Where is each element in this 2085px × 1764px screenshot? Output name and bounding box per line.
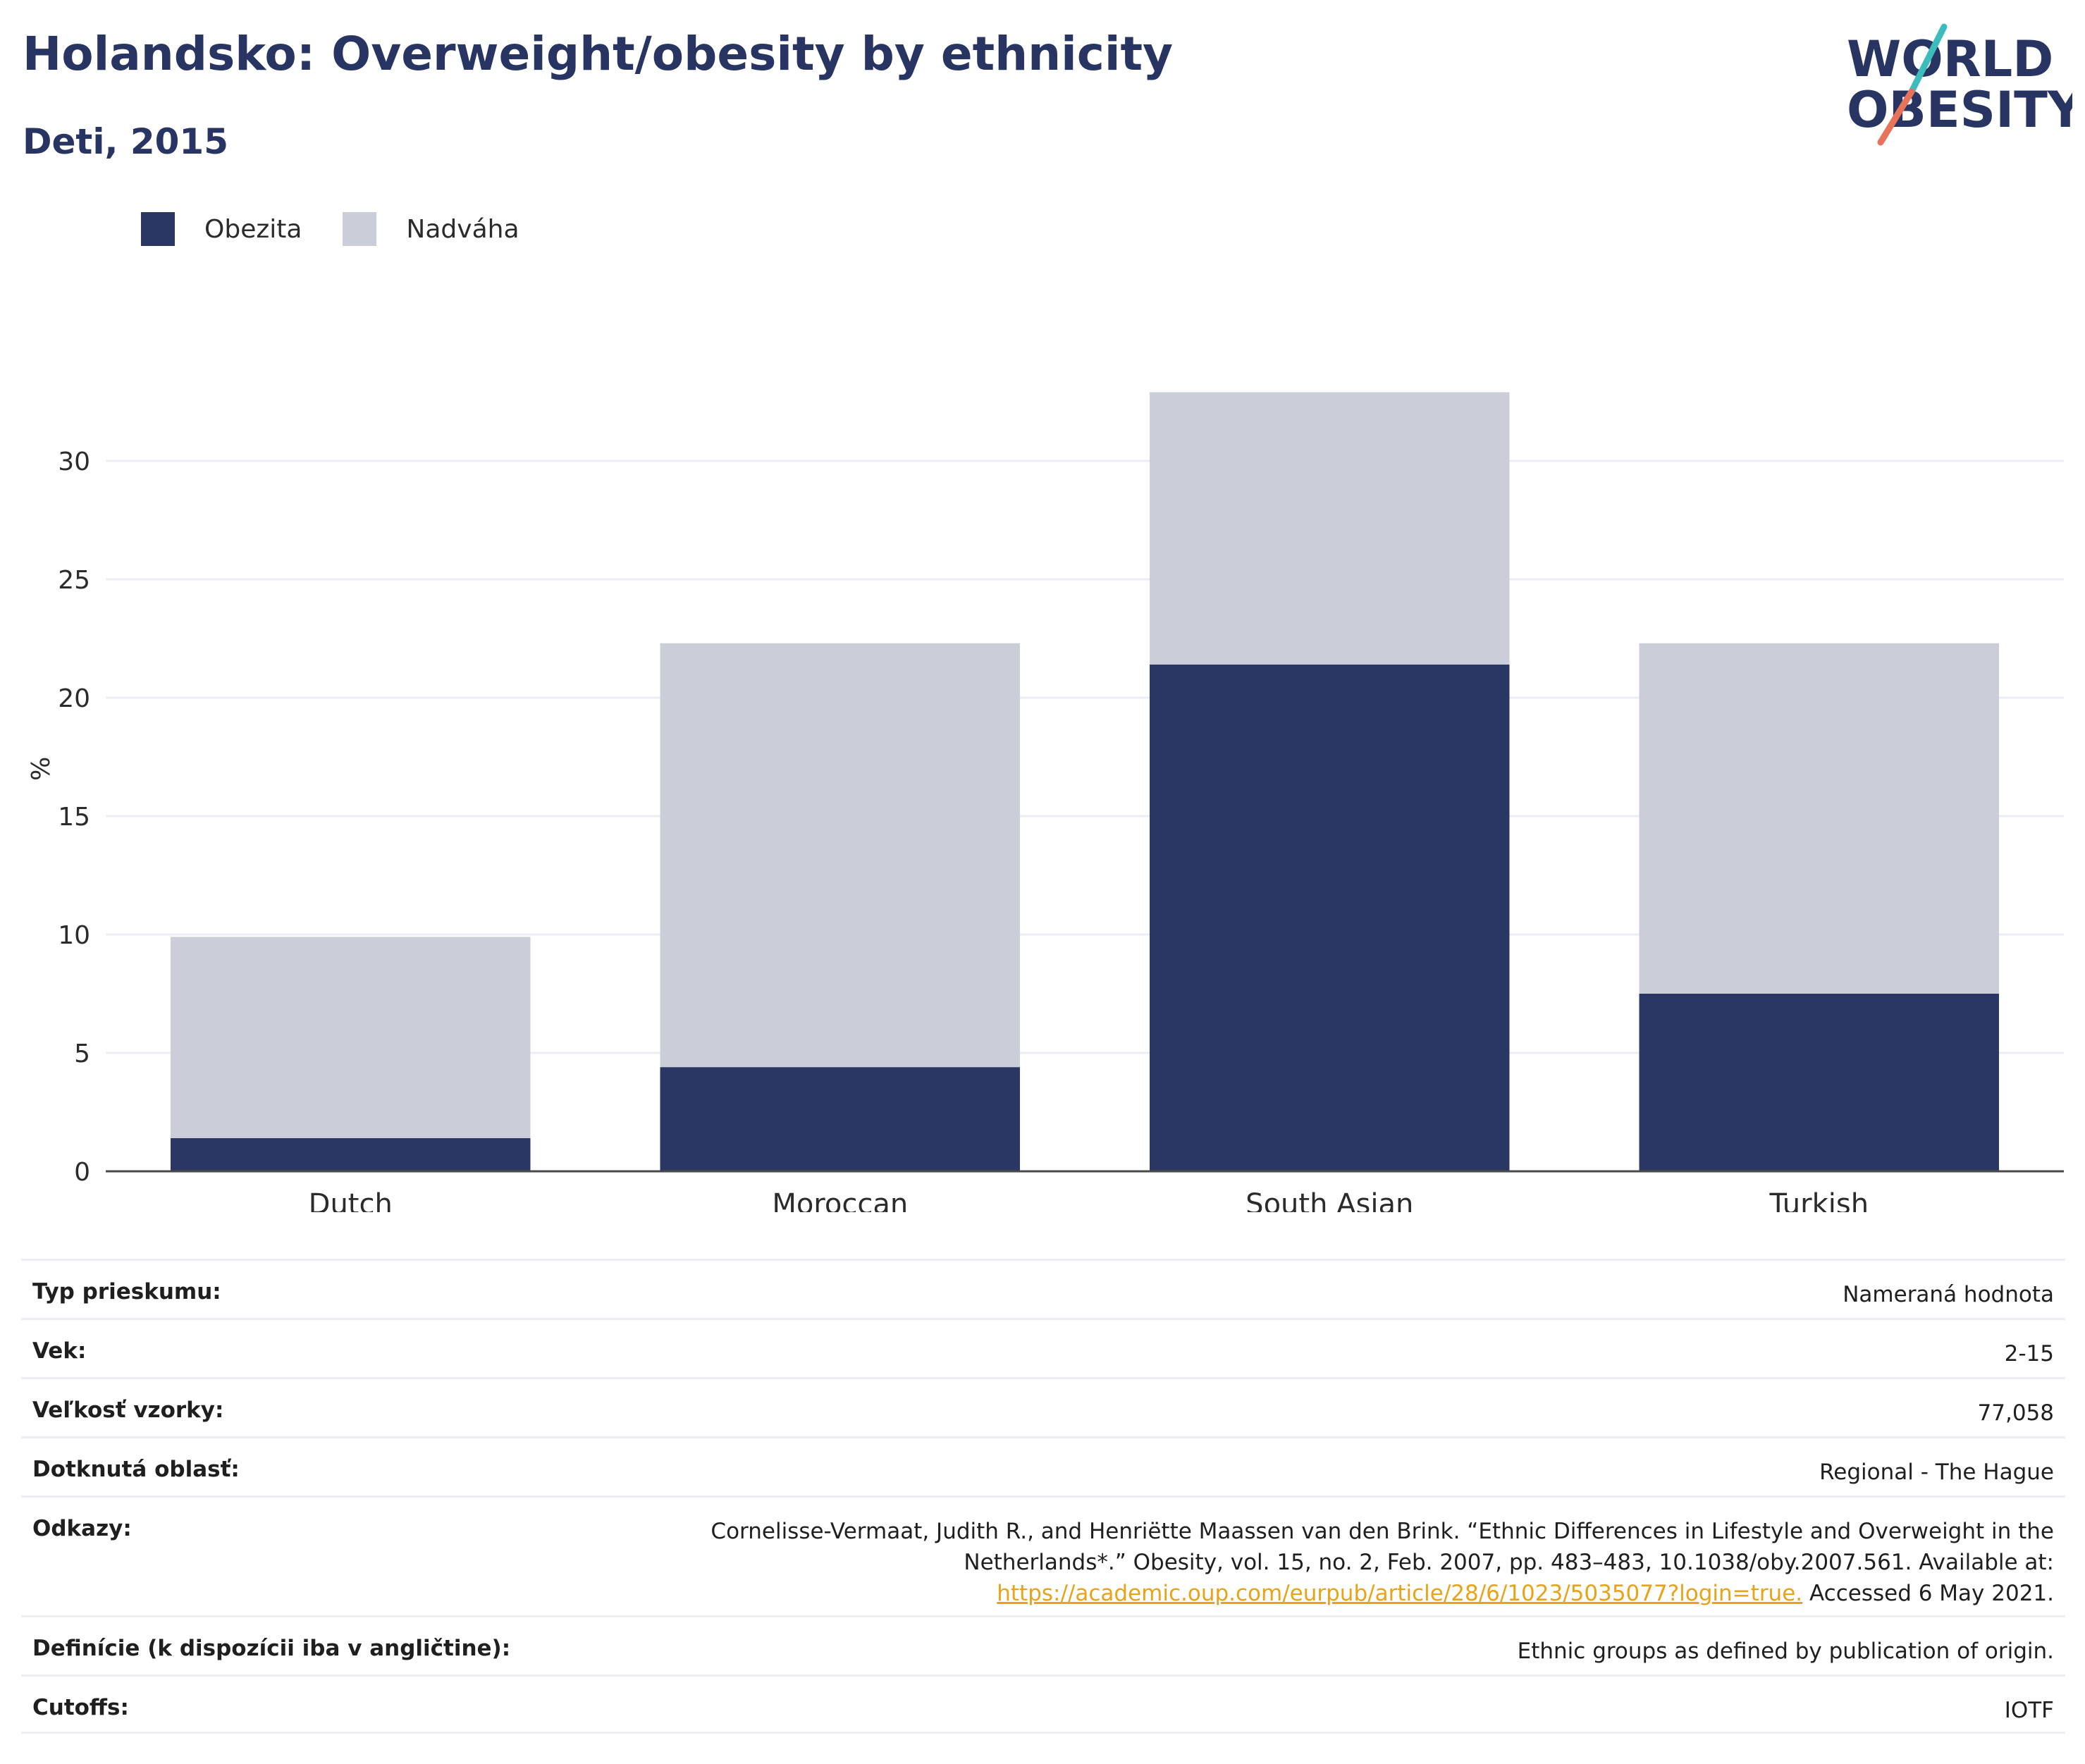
meta-label: Vek: — [32, 1338, 87, 1364]
y-tick-label: 0 — [74, 1158, 90, 1187]
meta-label: Typ prieskumu: — [32, 1279, 221, 1305]
x-category-label: Dutch — [309, 1188, 393, 1212]
bar-nadvaha — [1150, 392, 1510, 665]
meta-value: Regional - The Hague — [1819, 1460, 2054, 1485]
bar-obezita — [1150, 664, 1510, 1171]
y-tick-label: 20 — [58, 684, 90, 713]
bar-nadvaha — [1639, 643, 1999, 994]
meta-label: Dotknutá oblasť: — [32, 1457, 240, 1482]
y-tick-label: 10 — [58, 921, 90, 950]
legend-label-nadvaha: Nadváha — [406, 214, 519, 244]
bar-obezita — [171, 1137, 531, 1171]
x-category-label: South Asian — [1246, 1188, 1413, 1212]
logo-slash-top — [1908, 23, 1948, 95]
x-category-label: Turkish — [1769, 1188, 1869, 1212]
bar-obezita — [1639, 994, 1999, 1171]
meta-value: Ethnic groups as defined by publication … — [1517, 1639, 2054, 1664]
meta-row-cutoffs: Cutoffs: IOTF — [21, 1674, 2065, 1734]
meta-value: 77,058 — [1977, 1400, 2054, 1426]
metadata-table: Typ prieskumu: Nameraná hodnota Vek: 2-1… — [21, 1259, 2065, 1734]
meta-label: Odkazy: — [32, 1516, 132, 1541]
logo-slash-bottom — [1877, 88, 1915, 146]
y-tick-label: 30 — [58, 448, 90, 476]
legend-item-obezita[interactable]: Obezita — [141, 212, 302, 246]
meta-row-area: Dotknutá oblasť: Regional - The Hague — [21, 1436, 2065, 1495]
bar-nadvaha — [660, 643, 1020, 1068]
legend-swatch-nadvaha — [343, 212, 377, 246]
bar-obezita — [660, 1067, 1020, 1171]
y-tick-label: 15 — [58, 803, 90, 832]
y-tick-label: 25 — [58, 566, 90, 595]
logo-text-obesity: OBESITY — [1847, 81, 2072, 139]
meta-label: Definície (k dispozícii iba v angličtine… — [32, 1636, 511, 1661]
reference-link[interactable]: https://academic.oup.com/eurpub/article/… — [997, 1581, 1803, 1606]
meta-value: Nameraná hodnota — [1843, 1282, 2054, 1307]
world-obesity-logo[interactable]: WORLD OBESITY — [1840, 21, 2072, 148]
meta-value-references: Cornelisse-Vermaat, Judith R., and Henri… — [711, 1516, 2054, 1609]
x-category-label: Moroccan — [772, 1188, 908, 1212]
y-tick-label: 5 — [74, 1040, 90, 1068]
meta-row-age: Vek: 2-15 — [21, 1318, 2065, 1377]
legend-item-nadvaha[interactable]: Nadváha — [343, 212, 519, 246]
y-axis-label: % — [27, 757, 56, 781]
meta-value: IOTF — [2004, 1698, 2054, 1723]
chart-legend: Obezita Nadváha — [141, 211, 560, 247]
legend-label-obezita: Obezita — [204, 214, 302, 244]
meta-row-definitions: Definície (k dispozícii iba v angličtine… — [21, 1615, 2065, 1674]
chart-title: Holandsko: Overweight/obesity by ethnici… — [23, 27, 1174, 81]
meta-label: Veľkosť vzorky: — [32, 1398, 224, 1423]
meta-row-sample-size: Veľkosť vzorky: 77,058 — [21, 1377, 2065, 1436]
reference-accessed: Accessed 6 May 2021. — [1802, 1581, 2054, 1606]
reference-line-1: Cornelisse-Vermaat, Judith R., and Henri… — [711, 1519, 2054, 1544]
stacked-bar-chart: 0 5 10 15 20 25 30% Dutch Moroccan South Asian Tur… — [27, 392, 2064, 1212]
meta-row-survey-type: Typ prieskumu: Nameraná hodnota — [21, 1259, 2065, 1318]
bar-nadvaha — [171, 937, 531, 1138]
meta-label: Cutoffs: — [32, 1695, 129, 1720]
chart-subtitle: Deti, 2015 — [23, 121, 229, 162]
meta-value: 2-15 — [2004, 1341, 2054, 1367]
legend-swatch-obezita — [141, 212, 175, 246]
meta-row-references: Odkazy: Cornelisse-Vermaat, Judith R., a… — [21, 1495, 2065, 1615]
logo-text-world: WORLD — [1847, 30, 2053, 88]
reference-line-2: Netherlands*.” Obesity, vol. 15, no. 2, … — [964, 1550, 2054, 1575]
